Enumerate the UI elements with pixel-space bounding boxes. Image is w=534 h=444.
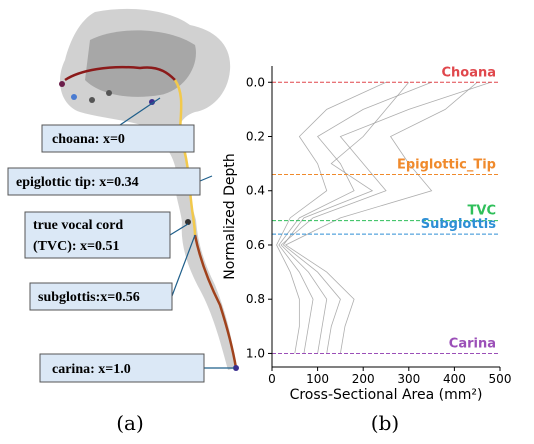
chart: ChoanaEpiglottic_TipTVCSubglottisCarina0…	[222, 65, 511, 403]
landmark	[71, 94, 77, 100]
x-axis-label: Cross-Sectional Area (mm²)	[290, 387, 483, 403]
figure: choana: x=0 epiglottic tip: x=0.34 true …	[0, 0, 534, 444]
landmark	[59, 81, 65, 87]
annotation: subglottis:x=0.56	[30, 283, 172, 310]
reference-label: Choana	[441, 65, 496, 80]
annotation: carina: x=1.0	[40, 354, 204, 382]
annotation-text: true vocal cord	[33, 218, 123, 233]
landmark	[106, 90, 112, 96]
annotation-text: choana: x=0	[52, 132, 125, 147]
caption: (b)	[371, 411, 399, 435]
annotation-text: subglottis:x=0.56	[38, 290, 140, 305]
annotation-text: (TVC): x=0.51	[33, 239, 120, 254]
annotation-text: epiglottic tip: x=0.34	[16, 175, 139, 190]
y-tick-label: 0.0	[246, 75, 265, 89]
data-line	[277, 82, 386, 353]
reference-label: Subglottis	[421, 217, 497, 232]
y-axis-label: Normalized Depth	[222, 153, 238, 280]
reference-label: Epiglottic_Tip	[397, 157, 496, 172]
annotation-text: carina: x=1.0	[52, 362, 131, 377]
y-tick-label: 0.2	[246, 130, 265, 144]
reference-label: Carina	[449, 336, 496, 351]
caption: (a)	[116, 411, 144, 435]
data-line	[279, 82, 432, 353]
landmark	[89, 97, 95, 103]
y-tick-label: 0.8	[246, 292, 265, 306]
y-tick-label: 0.6	[246, 238, 265, 252]
x-tick-label: 500	[489, 372, 512, 386]
x-tick-label: 200	[352, 372, 375, 386]
x-tick-label: 300	[397, 372, 420, 386]
annotation: choana: x=0	[42, 125, 194, 152]
annotation: true vocal cord (TVC): x=0.51	[25, 212, 170, 258]
x-tick-label: 400	[443, 372, 466, 386]
y-tick-label: 0.4	[246, 184, 265, 198]
x-tick-label: 100	[306, 372, 329, 386]
data-line	[283, 82, 408, 353]
y-tick-label: 1.0	[246, 346, 265, 360]
x-tick-label: 0	[268, 372, 276, 386]
annotation: epiglottic tip: x=0.34	[8, 168, 200, 195]
